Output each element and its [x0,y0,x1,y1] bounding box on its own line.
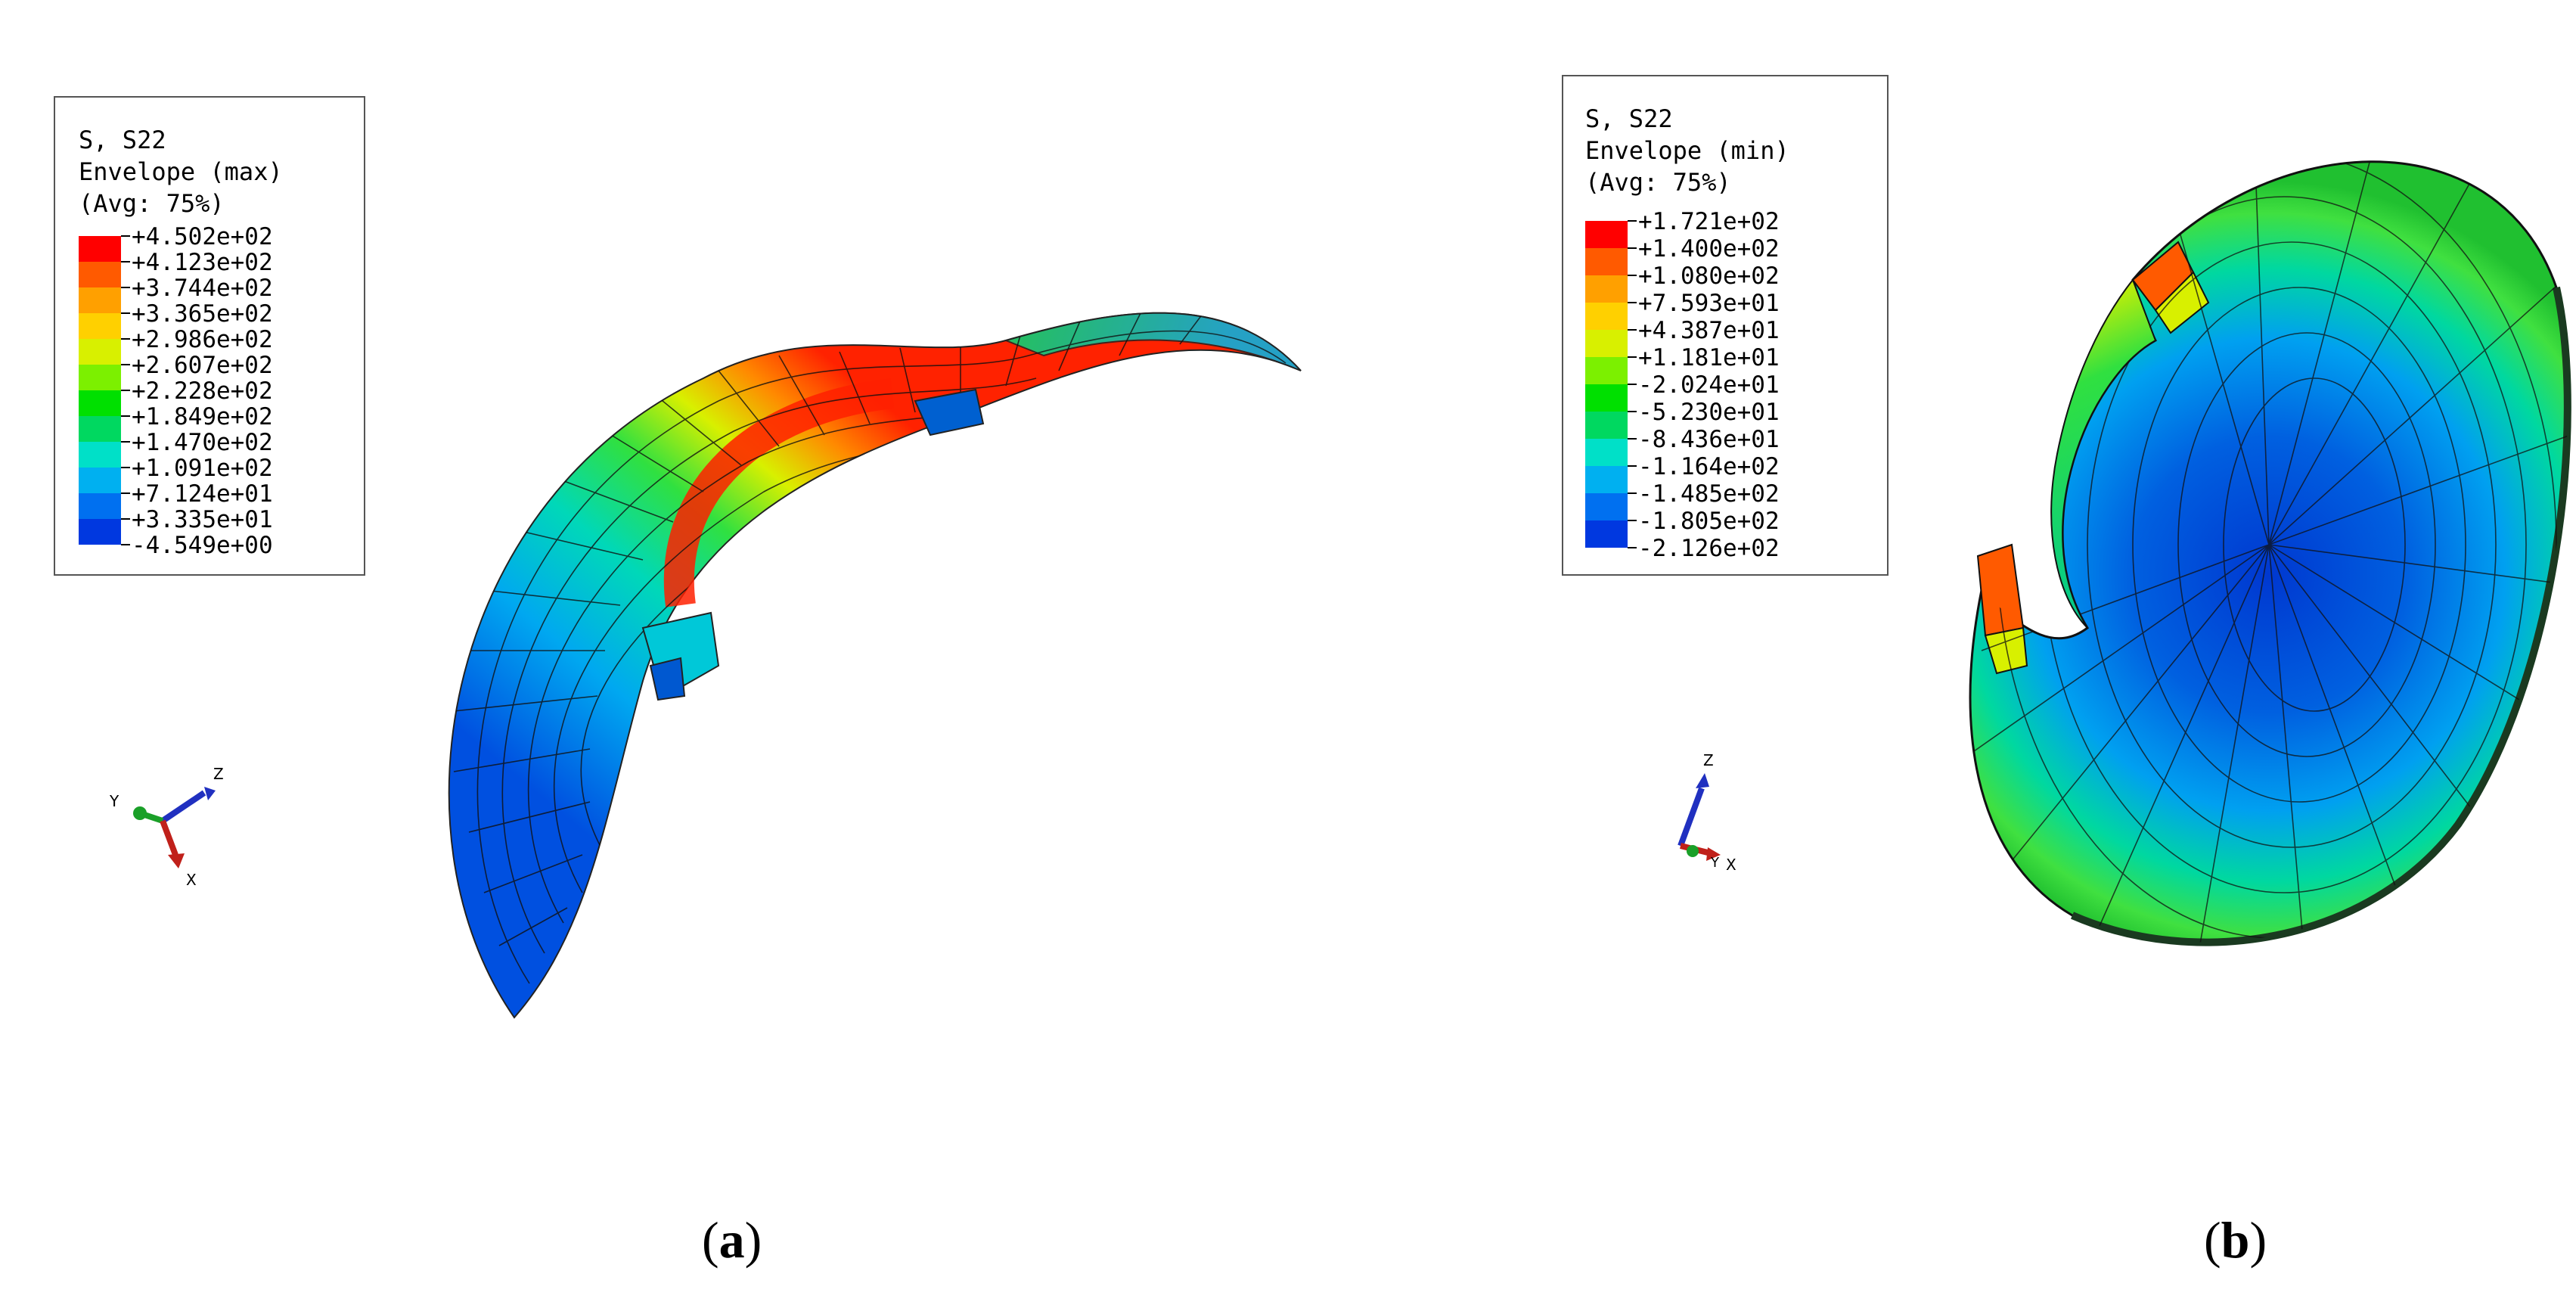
triad-z-arrowhead [1696,773,1709,788]
legend-swatch [1585,248,1628,275]
triad-y-head [1687,845,1699,857]
legend-value-label: +1.721e+02 [1638,208,1780,235]
legend-swatch [79,493,121,519]
legend-swatch [79,365,121,390]
legend-swatch [1585,412,1628,439]
legend-swatch [79,468,121,493]
triad-y-label: Y [109,792,119,810]
legend-value-label: -1.805e+02 [1638,508,1780,535]
legend-swatch [79,390,121,416]
contour-legend-b: S, S22 Envelope (min) (Avg: 75%) +1.721e… [1562,75,1889,576]
triad-x-label: X [186,871,197,889]
legend-swatch [79,416,121,442]
legend-variable: S, S22 [79,126,166,154]
triad-y-label: Y [1710,855,1720,871]
triad-z-label: Z [213,765,224,783]
legend-value-label: +4.502e+02 [132,223,273,250]
legend-color-bar [1585,221,1628,548]
triad-z-axis [160,790,206,824]
legend-swatch [1585,466,1628,493]
legend-value-label: +7.593e+01 [1638,290,1780,317]
caption-a-letter: a [718,1211,745,1269]
legend-values: +4.502e+02+4.123e+02+3.744e+02+3.365e+02… [121,223,273,559]
triad-z-arrowhead [204,787,216,800]
legend-value-label: -4.549e+00 [132,532,273,559]
legend-value-label: +1.181e+01 [1638,344,1780,371]
legend-value-label: +4.387e+01 [1638,317,1780,344]
legend-swatch [1585,520,1628,548]
legend-value-label: +3.744e+02 [132,275,273,302]
legend-swatch [79,236,121,262]
triad-x-label: X [1726,856,1736,874]
legend-swatch [79,339,121,365]
legend-value-label: -8.436e+01 [1638,426,1780,453]
legend-swatch [79,313,121,339]
fe-model-a [448,312,1302,1019]
legend-value-label: +1.400e+02 [1638,235,1780,263]
caption-a: (a) [702,1211,762,1269]
legend-values: +1.721e+02+1.400e+02+1.080e+02+7.593e+01… [1628,208,1780,562]
legend-value-label: +4.123e+02 [132,249,273,276]
axis-triad-a: Z Y X [109,765,224,889]
legend-value-label: +2.228e+02 [132,377,273,405]
legend-value-label: -2.126e+02 [1638,535,1780,562]
triad-z-axis [1678,787,1705,847]
legend-color-bar [79,236,121,545]
triad-y-head [133,806,147,820]
legend-swatch [1585,303,1628,330]
legend-swatch [1585,357,1628,384]
triad-x-arrowhead [1706,847,1721,861]
legend-swatch [79,442,121,468]
legend-value-label: +3.335e+01 [132,506,273,533]
caption-b: (b) [2204,1211,2267,1269]
legend-swatch [1585,384,1628,412]
contour-legend-a: S, S22 Envelope (max) (Avg: 75%) +4.502e… [54,96,365,576]
legend-averaging: (Avg: 75%) [1585,168,1731,197]
legend-envelope: Envelope (min) [1585,136,1789,165]
legend-value-label: +3.365e+02 [132,300,273,328]
legend-swatch [79,519,121,545]
legend-swatch [79,287,121,313]
triad-x-axis [160,819,178,856]
legend-swatch [1585,275,1628,303]
legend-value-label: -1.164e+02 [1638,453,1780,480]
legend-value-label: +1.470e+02 [132,429,273,456]
axis-triad-b: Z Y X [1678,751,1736,874]
legend-swatch [1585,439,1628,466]
legend-swatch [1585,330,1628,357]
legend-swatch [79,262,121,287]
legend-value-label: -2.024e+01 [1638,371,1780,399]
legend-value-label: -1.485e+02 [1638,480,1780,508]
legend-value-label: +1.080e+02 [1638,263,1780,290]
legend-swatch [1585,493,1628,520]
legend-variable: S, S22 [1585,104,1673,133]
triad-x-arrowhead [168,853,185,868]
legend-value-label: +2.607e+02 [132,352,273,379]
triad-z-label: Z [1703,751,1714,769]
legend-value-label: +7.124e+01 [132,480,273,508]
legend-value-label: +1.091e+02 [132,455,273,482]
legend-value-label: +1.849e+02 [132,403,273,430]
legend-value-label: -5.230e+01 [1638,399,1780,426]
legend-value-label: +2.986e+02 [132,326,273,353]
fe-model-b [1969,160,2571,946]
caption-b-letter: b [2221,1211,2250,1269]
legend-envelope: Envelope (max) [79,157,283,186]
legend-swatch [1585,221,1628,248]
legend-averaging: (Avg: 75%) [79,189,225,218]
